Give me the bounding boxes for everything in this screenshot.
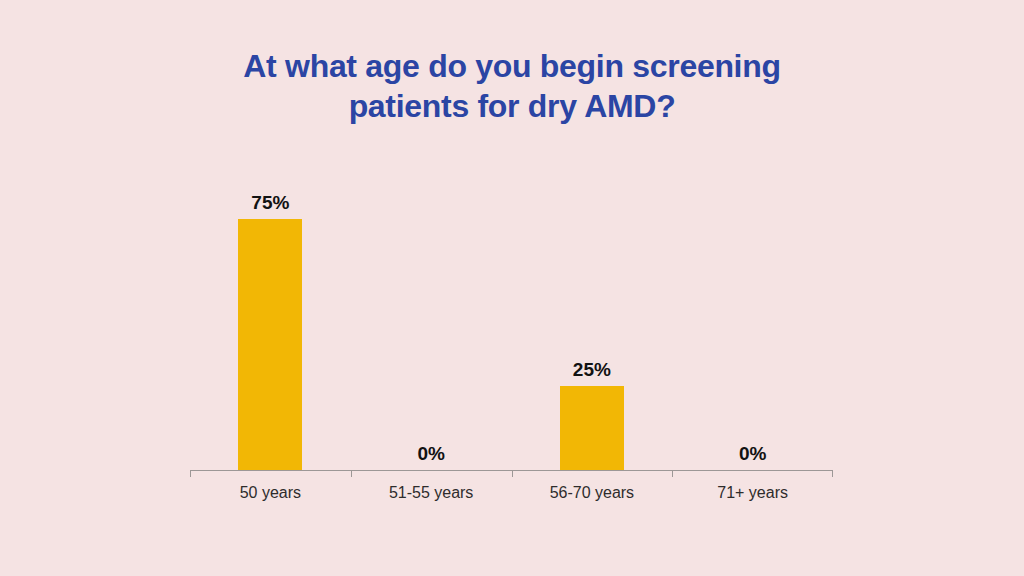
category-label-71-plus-years: 71+ years bbox=[672, 484, 833, 502]
category-label-51-55-years: 51-55 years bbox=[351, 484, 512, 502]
infographic-canvas: At what age do you begin screening patien… bbox=[0, 0, 1024, 576]
axis-tick bbox=[190, 471, 191, 477]
chart-title-line2: patients for dry AMD? bbox=[349, 88, 676, 124]
value-label-56-70-years: 25% bbox=[573, 359, 611, 381]
chart-title: At what age do you begin screening patien… bbox=[0, 46, 1024, 126]
category-label-50-years: 50 years bbox=[190, 484, 351, 502]
axis-tick bbox=[512, 471, 513, 477]
value-label-71-plus-years: 0% bbox=[739, 443, 766, 465]
bar-group-51-55-years: 0% bbox=[351, 190, 512, 470]
value-label-50-years: 75% bbox=[251, 192, 289, 214]
bar-50-years bbox=[238, 219, 302, 470]
x-axis-labels: 50 years 51-55 years 56-70 years 71+ yea… bbox=[190, 484, 833, 502]
bar-group-56-70-years: 25% bbox=[512, 190, 673, 470]
chart-title-line1: At what age do you begin screening bbox=[243, 48, 780, 84]
category-label-56-70-years: 56-70 years bbox=[512, 484, 673, 502]
x-axis-line bbox=[190, 470, 833, 478]
plot-area: 75% 0% 25% 0% bbox=[190, 190, 833, 470]
axis-tick bbox=[351, 471, 352, 477]
bar-56-70-years bbox=[560, 386, 624, 470]
axis-tick bbox=[672, 471, 673, 477]
bar-group-50-years: 75% bbox=[190, 190, 351, 470]
axis-tick bbox=[832, 471, 833, 477]
bar-group-71-plus-years: 0% bbox=[672, 190, 833, 470]
value-label-51-55-years: 0% bbox=[417, 443, 444, 465]
bar-chart: 75% 0% 25% 0% 50 years bbox=[190, 190, 833, 502]
